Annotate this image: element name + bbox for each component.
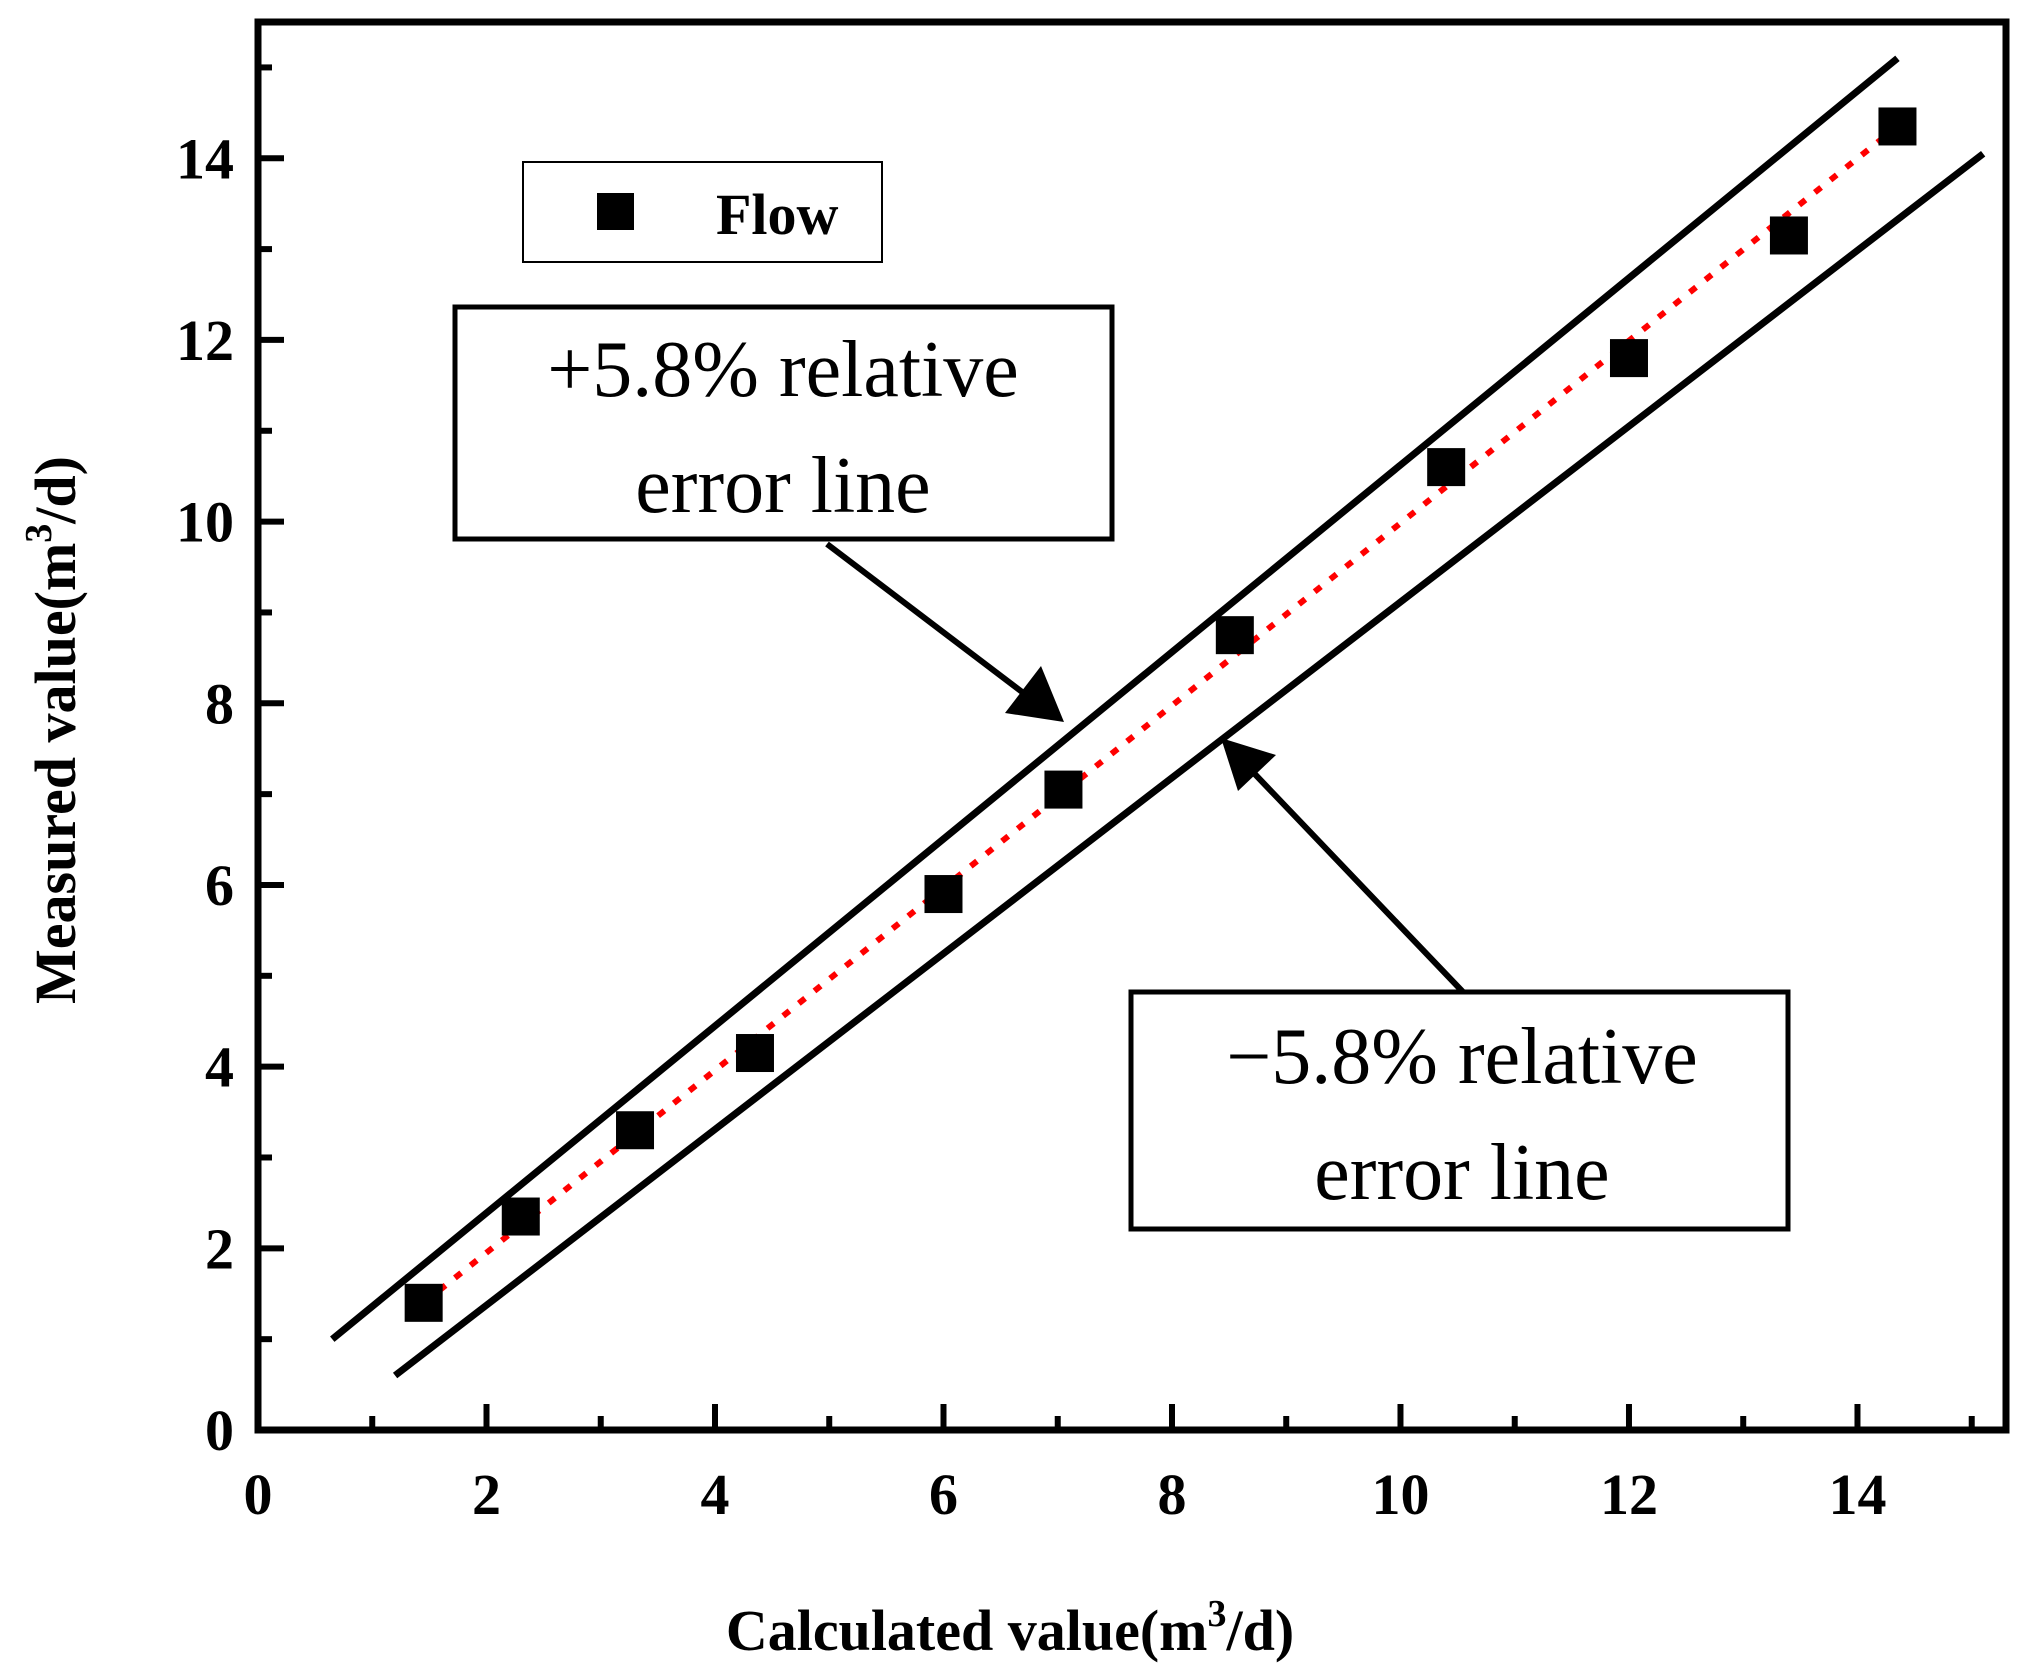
data-point — [1878, 107, 1917, 146]
arrow-upper-shaft — [825, 541, 1032, 701]
annotation-lower-line1: −5.8% relative — [1226, 1013, 1698, 1101]
upper-error-line — [330, 55, 1900, 1342]
data-point — [404, 1283, 443, 1322]
arrow-lower-head — [1221, 738, 1276, 791]
annotation-upper-box — [452, 304, 1115, 542]
y-axis-title: Measured value(m3/d) — [18, 456, 88, 1004]
x-tick-label: 4 — [700, 1462, 729, 1527]
data-point — [924, 875, 963, 914]
plot-frame — [254, 18, 2010, 1434]
x-tick-label: 6 — [929, 1462, 958, 1527]
legend: Flow — [522, 161, 883, 263]
data-point — [1609, 339, 1648, 378]
x-tick-label: 12 — [1600, 1462, 1658, 1527]
x-tick-label: 8 — [1157, 1462, 1186, 1527]
y-tick-label: 10 — [176, 490, 234, 555]
data-point — [735, 1034, 774, 1073]
annotation-lower: −5.8% relative error line — [1128, 989, 1791, 1232]
legend-box — [522, 161, 883, 263]
arrow-lower — [1221, 738, 1466, 995]
lower-error-line — [392, 150, 1986, 1379]
y-tick-label: 8 — [205, 671, 234, 736]
x-axis-title-superscript: 3 — [1207, 1593, 1226, 1635]
y-tick-label: 0 — [205, 1398, 234, 1463]
y-tick-label: 2 — [205, 1216, 234, 1281]
y-tick-label: 4 — [205, 1035, 234, 1100]
annotation-lower-line2: error line — [1314, 1129, 1609, 1217]
arrow-lower-shaft — [1247, 766, 1466, 995]
data-point — [1044, 770, 1083, 809]
annotation-lower-box — [1128, 989, 1791, 1232]
data-point — [501, 1197, 540, 1236]
data-point — [616, 1111, 655, 1150]
x-tick-label: 0 — [244, 1462, 273, 1527]
data-point — [1215, 616, 1254, 655]
annotation-upper: +5.8% relative error line — [452, 304, 1115, 542]
x-axis-title: Calculated value(m3/d) — [726, 1593, 1294, 1663]
data-point — [1427, 448, 1466, 487]
x-tick-label: 14 — [1828, 1462, 1886, 1527]
annotation-upper-line2: error line — [635, 442, 930, 530]
data-point — [1769, 216, 1808, 255]
arrow-upper — [825, 541, 1064, 722]
legend-marker-flow — [597, 193, 634, 230]
annotation-upper-line1: +5.8% relative — [547, 326, 1019, 414]
y-tick-label: 14 — [176, 126, 234, 191]
y-tick-label: 6 — [205, 853, 234, 918]
x-tick-label: 10 — [1371, 1462, 1429, 1527]
y-tick-label: 12 — [176, 308, 234, 373]
y-axis-title-superscript: 3 — [18, 524, 60, 543]
x-tick-label: 2 — [472, 1462, 501, 1527]
arrow-upper-head — [1005, 666, 1064, 722]
fit-line — [421, 124, 1900, 1306]
legend-label-flow: Flow — [716, 182, 839, 247]
